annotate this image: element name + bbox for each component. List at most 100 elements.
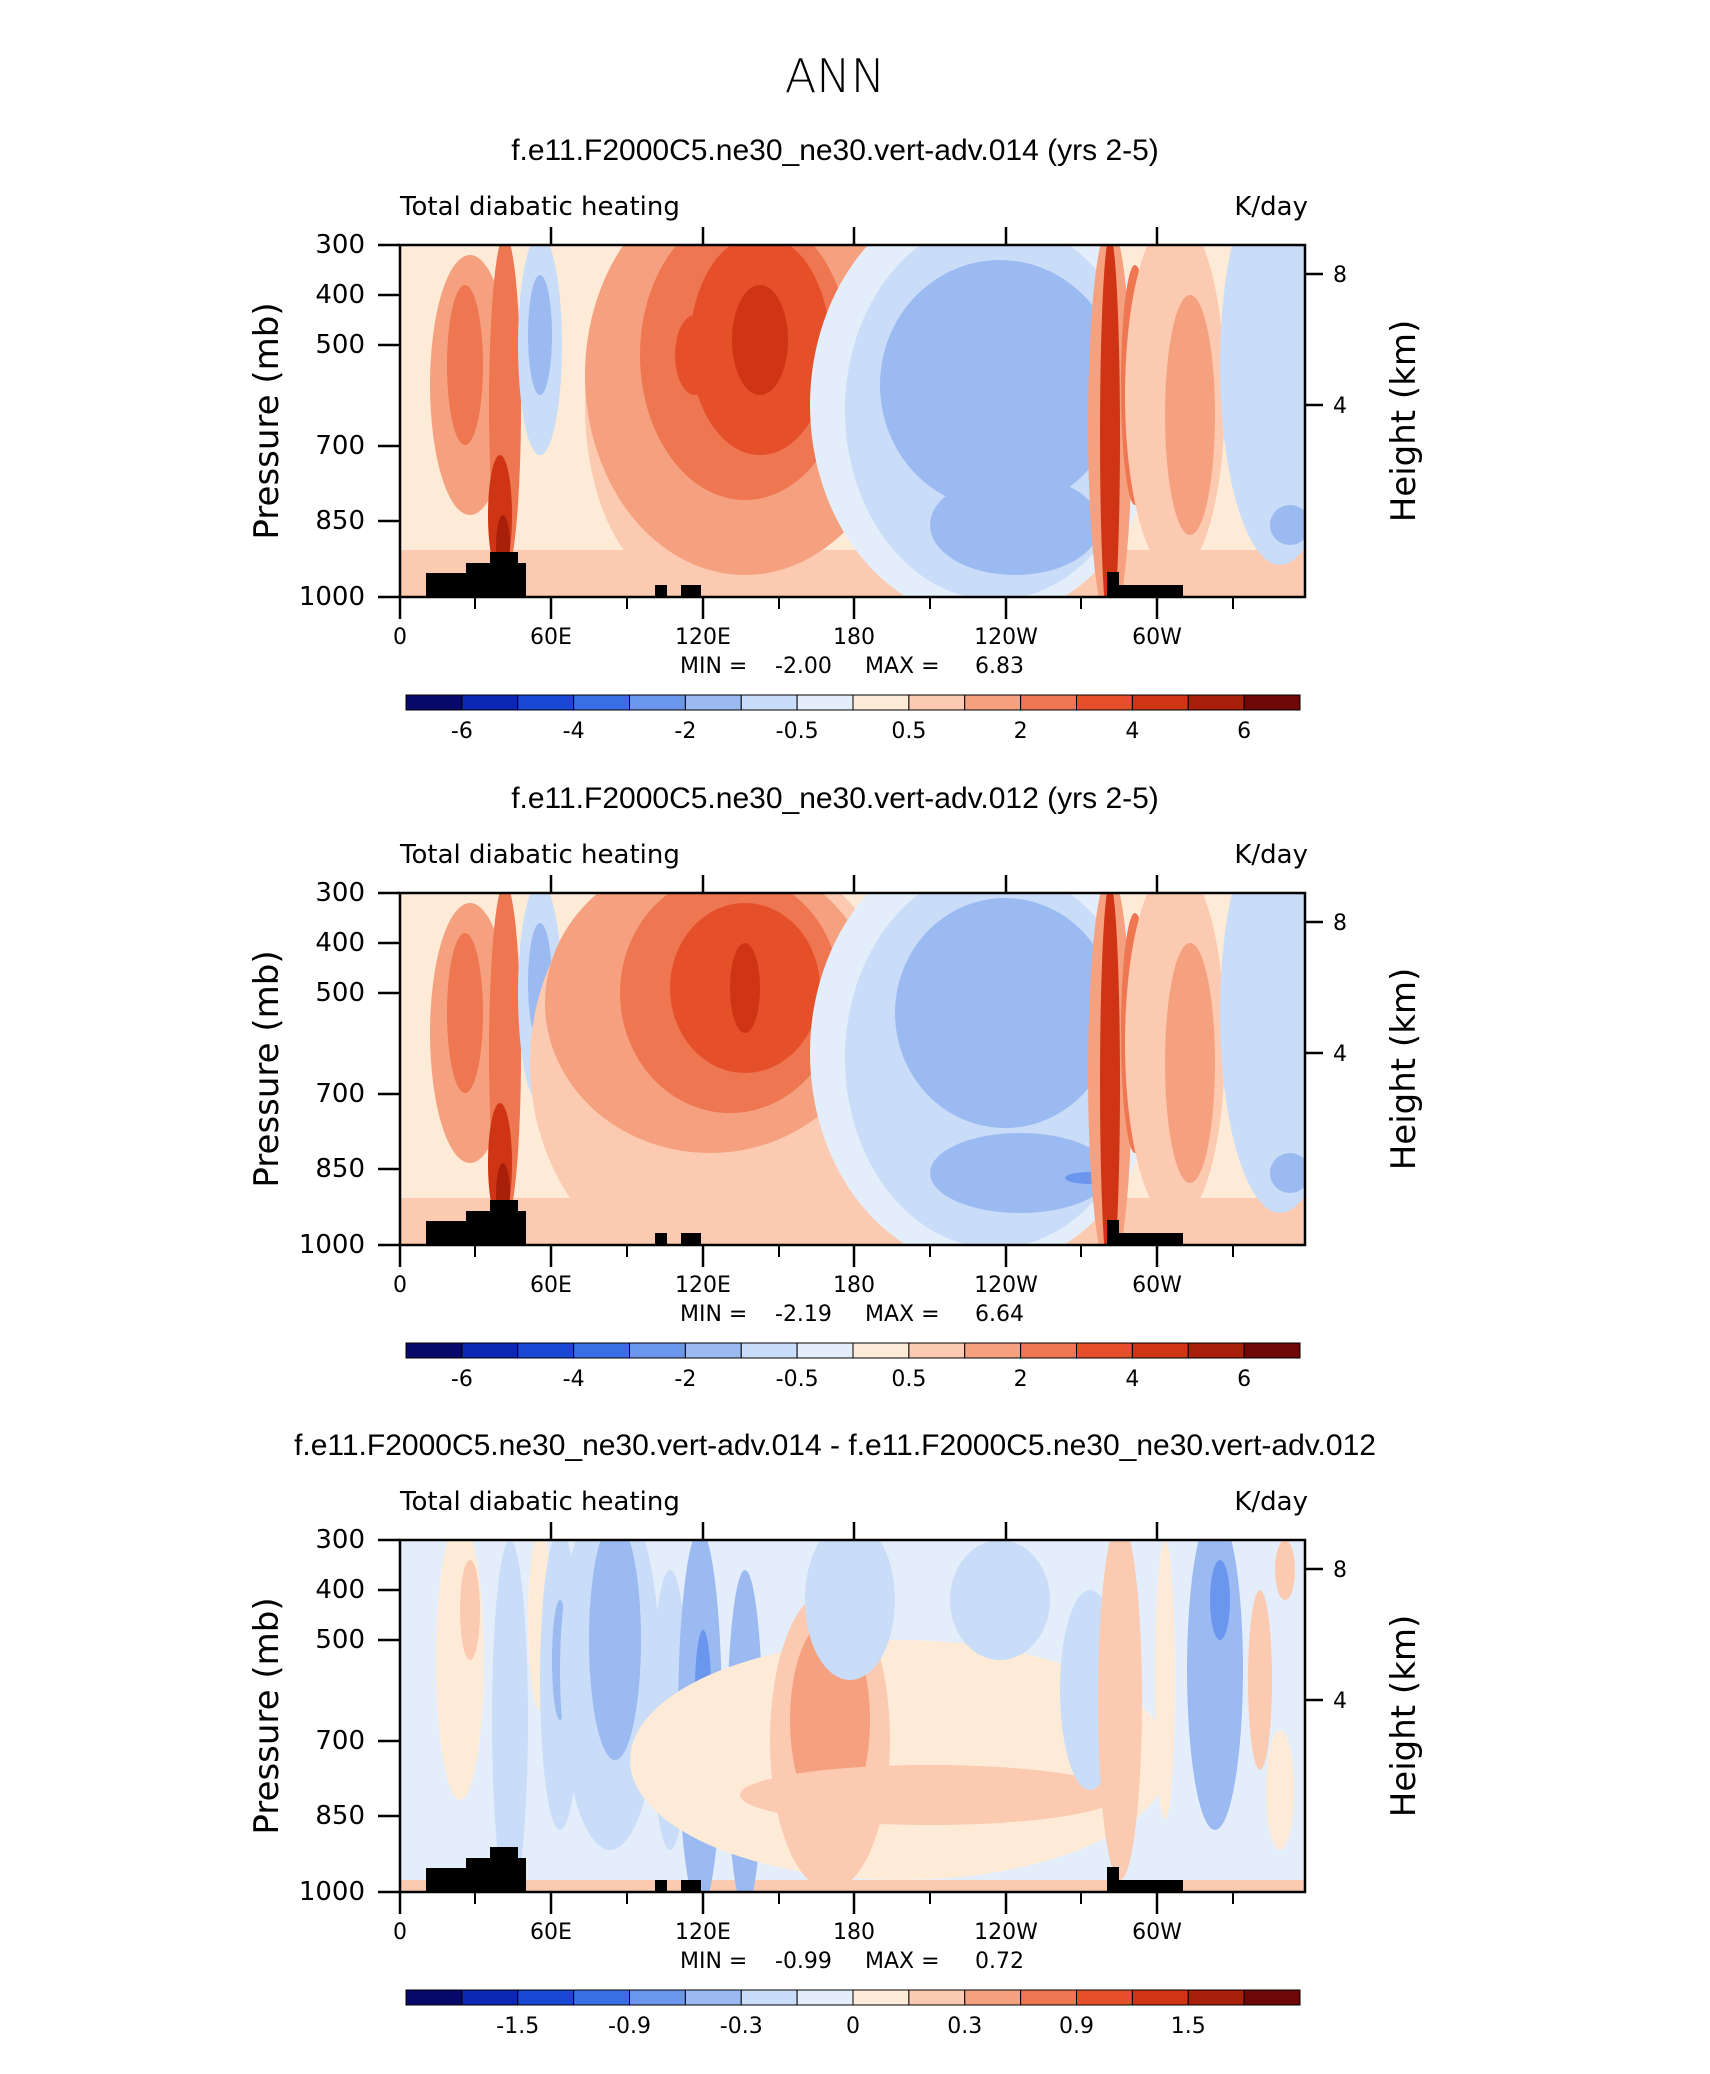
units-label: K/day bbox=[1234, 192, 1308, 222]
topography-mask bbox=[655, 585, 667, 597]
colorbar-swatch bbox=[573, 1989, 630, 2006]
colorbar-swatch bbox=[573, 694, 630, 711]
colorbar-swatch bbox=[964, 1342, 1022, 1359]
contour-region bbox=[895, 898, 1115, 1128]
contour-field bbox=[400, 893, 1305, 1245]
colorbar-label: -0.5 bbox=[776, 1367, 819, 1392]
contour-region bbox=[880, 260, 1120, 510]
topography-mask bbox=[518, 563, 526, 597]
contour-field bbox=[400, 245, 1305, 597]
colorbar-swatch bbox=[629, 1342, 686, 1359]
topography-mask bbox=[1119, 1880, 1183, 1892]
y-axis-right-title: Height (km) bbox=[1384, 968, 1424, 1171]
y-tick-label: 300 bbox=[315, 878, 365, 908]
y-axis-right-title: Height (km) bbox=[1384, 1615, 1424, 1818]
contour-region bbox=[732, 285, 788, 395]
colorbar-swatch bbox=[461, 694, 519, 711]
topography-mask bbox=[681, 1233, 701, 1245]
colorbar-label: -2 bbox=[674, 719, 696, 744]
contour-region bbox=[1210, 1560, 1230, 1640]
contour-region bbox=[1100, 245, 1120, 597]
height-tick-label: 4 bbox=[1333, 1689, 1347, 1714]
colorbar-swatch bbox=[1131, 694, 1189, 711]
topography-mask bbox=[518, 1211, 526, 1245]
colorbar-label: -2 bbox=[674, 1367, 696, 1392]
min-value: -2.00 bbox=[775, 654, 832, 679]
colorbar-label: 0.9 bbox=[1059, 2014, 1094, 2039]
topography-mask bbox=[426, 573, 466, 597]
x-tick-label: 0 bbox=[393, 625, 407, 650]
y-axis-right-title: Height (km) bbox=[1384, 320, 1424, 523]
y-tick-label: 400 bbox=[315, 280, 365, 310]
contour-region bbox=[1220, 245, 1305, 565]
colorbar-swatch bbox=[461, 1342, 519, 1359]
contour-region bbox=[1275, 1540, 1295, 1600]
contour-region bbox=[400, 1880, 1305, 1892]
contour-region bbox=[492, 1540, 528, 1892]
colorbar-label: -4 bbox=[563, 1367, 585, 1392]
colorbar-label: 4 bbox=[1125, 719, 1139, 744]
max-label: MAX = bbox=[865, 654, 940, 679]
x-tick-label: 60W bbox=[1132, 1920, 1182, 1945]
colorbar-swatch bbox=[461, 1989, 519, 2006]
min-label: MIN = bbox=[680, 1302, 747, 1327]
colorbar-label: 4 bbox=[1125, 1367, 1139, 1392]
contour-region bbox=[930, 1133, 1110, 1213]
x-tick-label: 60E bbox=[530, 625, 572, 650]
x-tick-label: 180 bbox=[833, 625, 875, 650]
height-tick-label: 8 bbox=[1333, 263, 1347, 288]
contour-region bbox=[1248, 1590, 1272, 1770]
plot-frame bbox=[398, 891, 1307, 1247]
y-tick-label: 300 bbox=[315, 230, 365, 260]
contour-region bbox=[950, 1540, 1050, 1660]
contour-region bbox=[1165, 943, 1215, 1183]
y-axis-title: Pressure (mb) bbox=[247, 302, 287, 539]
colorbar-label: 0.3 bbox=[947, 2014, 982, 2039]
variable-label: Total diabatic heating bbox=[399, 192, 680, 222]
colorbar-swatch bbox=[517, 1989, 575, 2006]
colorbar-label: -6 bbox=[451, 1367, 473, 1392]
colorbar-label: -6 bbox=[451, 719, 473, 744]
contour-region bbox=[730, 943, 760, 1033]
max-label: MAX = bbox=[865, 1302, 940, 1327]
max-label: MAX = bbox=[865, 1949, 940, 1974]
colorbar-swatch bbox=[908, 694, 966, 711]
y-tick-label: 500 bbox=[315, 978, 365, 1008]
y-tick-label: 500 bbox=[315, 1625, 365, 1655]
figure-title: ANN bbox=[785, 49, 885, 103]
contour-region bbox=[1270, 1153, 1305, 1193]
colorbar-label: -0.9 bbox=[608, 2014, 651, 2039]
contour-region bbox=[589, 1540, 641, 1760]
contour-region bbox=[930, 475, 1100, 575]
min-label: MIN = bbox=[680, 654, 747, 679]
height-tick-label: 8 bbox=[1333, 911, 1347, 936]
colorbar-swatch bbox=[573, 1342, 630, 1359]
colorbar-label: 0.5 bbox=[891, 719, 926, 744]
panel-title: f.e11.F2000C5.ne30_ne30.vert-adv.012 (yr… bbox=[511, 782, 1159, 815]
colorbar-swatch bbox=[964, 694, 1022, 711]
colorbar-swatch bbox=[796, 694, 854, 711]
topography-mask bbox=[1119, 585, 1183, 597]
colorbar-swatch bbox=[1187, 1989, 1245, 2006]
colorbar-swatch bbox=[1131, 1342, 1189, 1359]
x-tick-label: 120E bbox=[675, 1920, 731, 1945]
x-tick-label: 120W bbox=[974, 1273, 1038, 1298]
min-label: MIN = bbox=[680, 1949, 747, 1974]
height-tick-label: 4 bbox=[1333, 394, 1347, 419]
colorbar-swatch bbox=[684, 694, 742, 711]
colorbar-swatch bbox=[405, 1989, 463, 2006]
topography-mask bbox=[466, 1211, 490, 1245]
contour-region bbox=[1220, 893, 1305, 1213]
contour-region bbox=[460, 1560, 480, 1660]
x-tick-label: 120W bbox=[974, 625, 1038, 650]
colorbar-swatch bbox=[1076, 1342, 1133, 1359]
topography-mask bbox=[1119, 1233, 1183, 1245]
panel-1: f.e11.F2000C5.ne30_ne30.vert-adv.014 (yr… bbox=[247, 134, 1424, 744]
colorbar-swatch bbox=[405, 694, 463, 711]
colorbar-swatch bbox=[1076, 694, 1133, 711]
x-tick-label: 120E bbox=[675, 1273, 731, 1298]
colorbar-label: 6 bbox=[1237, 1367, 1251, 1392]
max-value: 6.83 bbox=[975, 654, 1024, 679]
panel-title: f.e11.F2000C5.ne30_ne30.vert-adv.014 - f… bbox=[294, 1429, 1376, 1462]
topography-mask bbox=[490, 1847, 518, 1892]
